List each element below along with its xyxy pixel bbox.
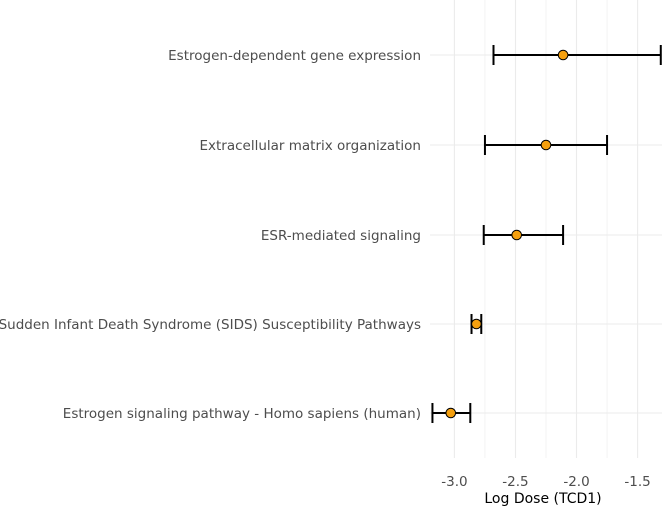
estimate-point-3 bbox=[471, 318, 482, 330]
estimate-point-1 bbox=[540, 139, 552, 151]
x-tick-label-0: -3.0 bbox=[441, 474, 467, 490]
gridlines bbox=[430, 0, 662, 458]
category-label-2: ESR-mediated signaling bbox=[261, 228, 421, 244]
x-tick-label-3: -1.5 bbox=[624, 474, 650, 490]
error-bar-2 bbox=[482, 225, 565, 245]
x-axis-title: Log Dose (TCD1) bbox=[484, 491, 601, 507]
x-tick-label-2: -2.0 bbox=[563, 474, 589, 490]
category-label-3: Sudden Infant Death Syndrome (SIDS) Susc… bbox=[0, 317, 421, 333]
error-bar-0 bbox=[492, 45, 662, 65]
category-labels: Estrogen-dependent gene expression Extrac… bbox=[0, 48, 421, 422]
estimate-point-2 bbox=[511, 229, 522, 241]
category-label-1: Extracellular matrix organization bbox=[199, 138, 421, 154]
error-bars bbox=[431, 45, 662, 423]
x-tick-label-1: -2.5 bbox=[502, 474, 528, 490]
estimate-point-4 bbox=[445, 407, 457, 419]
x-axis: -3.0 -2.5 -2.0 -1.5 bbox=[441, 474, 651, 490]
estimate-point-0 bbox=[557, 49, 569, 61]
category-label-4: Estrogen signaling pathway - Homo sapien… bbox=[63, 406, 421, 422]
category-label-0: Estrogen-dependent gene expression bbox=[168, 48, 421, 64]
estimate-points bbox=[445, 49, 569, 419]
